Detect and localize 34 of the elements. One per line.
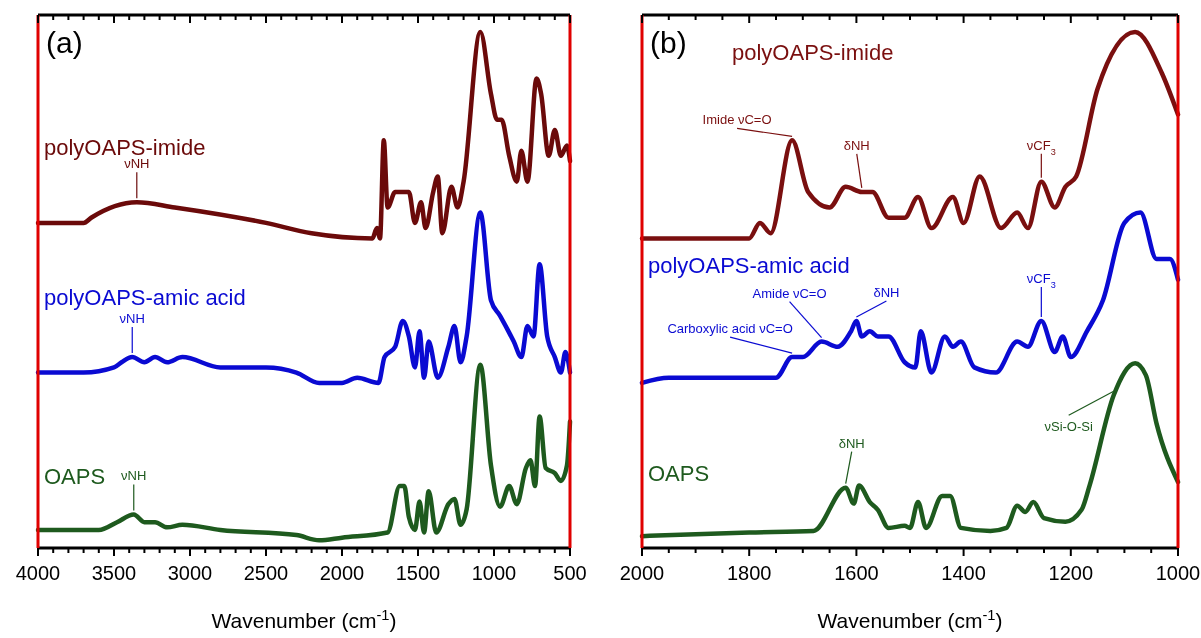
x-tick-label: 2500 — [243, 562, 289, 584]
x-axis-title: Wavenumber (cm$^{-1}$) — [211, 607, 397, 632]
x-tick-label: 3500 — [91, 562, 137, 584]
x-tick-label: 500 — [553, 562, 587, 584]
x-tick-label: 2000 — [619, 562, 665, 584]
annotation: νNH — [119, 311, 145, 327]
chart-title: (b) — [650, 26, 687, 59]
x-tick-label: 1800 — [726, 562, 772, 584]
annotation: Imide νC=O — [702, 112, 772, 128]
annotation: Amide νC=O — [752, 285, 827, 301]
text: polyOAPS-amic acid — [44, 284, 246, 310]
text: polyOAPS-imide — [732, 40, 894, 66]
x-tick-label: 3000 — [167, 562, 213, 584]
annotation: δNH — [838, 435, 865, 451]
x-tick-label: 1000 — [1155, 562, 1201, 584]
chart-title: (a) — [46, 26, 83, 59]
annotation: δNH — [873, 284, 900, 300]
x-tick-label: 4000 — [15, 562, 61, 584]
x-tick-label: 1400 — [941, 562, 986, 584]
annotation: νCF$_{3}$ — [1026, 137, 1056, 157]
x-tick-label: 2000 — [319, 562, 365, 584]
x-tick-label: 1600 — [834, 562, 879, 584]
x-tick-label: 1000 — [471, 562, 517, 584]
annotation: δNH — [843, 137, 870, 153]
annotation: νCF$_{3}$ — [1026, 270, 1056, 290]
annotation: Carboxylic acid νC=O — [667, 321, 793, 337]
x-axis-title: Wavenumber (cm$^{-1}$) — [817, 607, 1003, 632]
x-tick-label: 1200 — [1048, 562, 1094, 584]
annotation: νNH — [121, 468, 147, 484]
text: OAPS — [648, 461, 710, 487]
series-label: polyOAPS-amic acid — [648, 252, 850, 278]
x-tick-label: 1500 — [395, 562, 441, 584]
annotation: νSi-O-Si — [1044, 419, 1093, 435]
series-label: OAPS — [44, 463, 106, 489]
